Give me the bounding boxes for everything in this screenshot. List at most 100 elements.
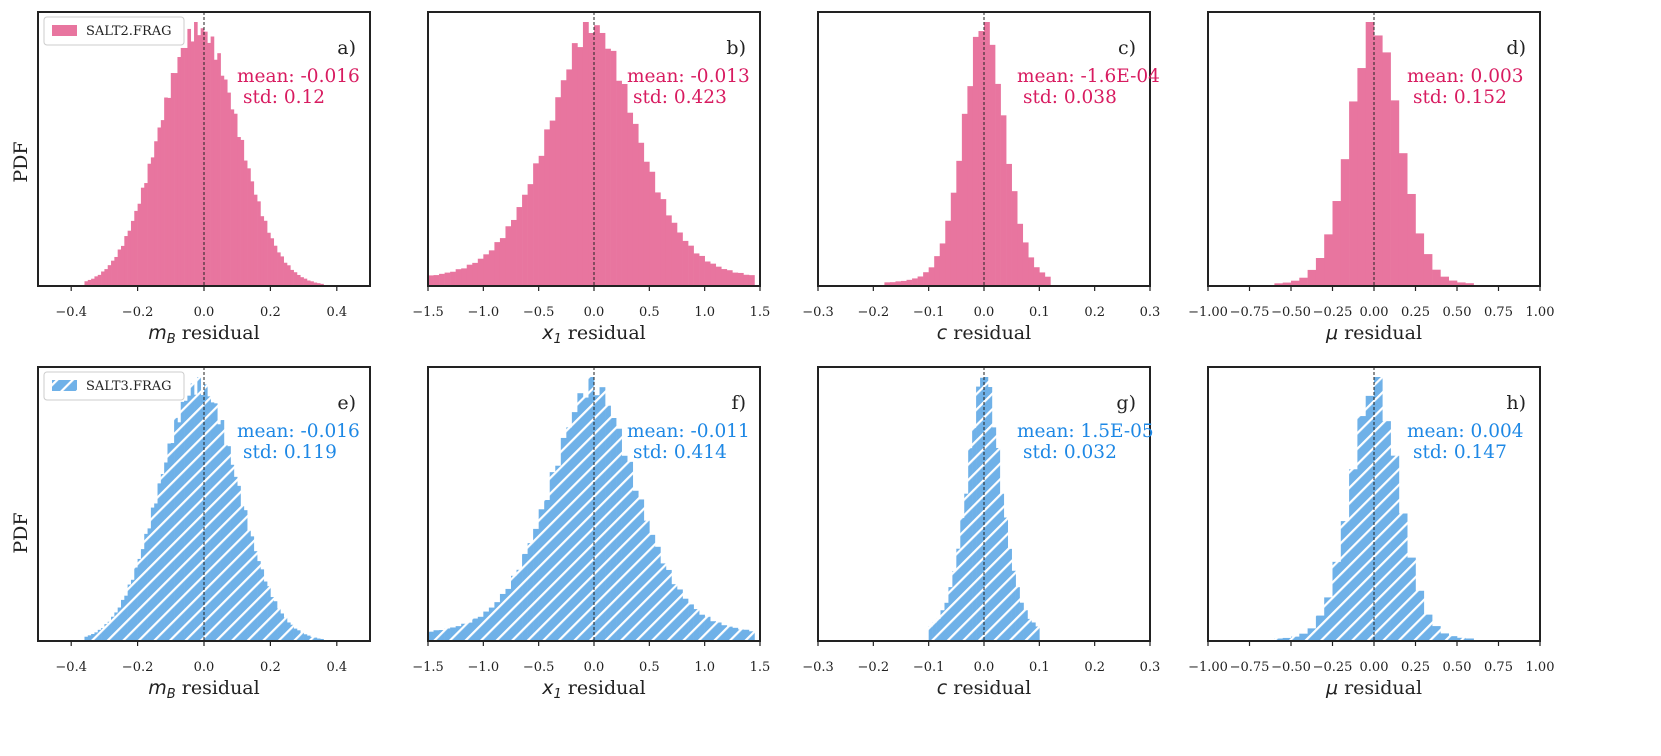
x-axis-text: residual (1338, 322, 1422, 344)
histogram-bar (296, 630, 301, 641)
histogram-bar (187, 28, 192, 286)
histogram-bar (544, 499, 551, 641)
x-tick-label: 0.75 (1484, 660, 1513, 675)
histogram-bar (1407, 557, 1416, 641)
histogram-bar (267, 586, 271, 641)
histogram-bar (627, 112, 634, 287)
x-tick-label: −0.3 (802, 660, 834, 675)
x-tick-label: 0.50 (1443, 305, 1472, 320)
histogram-bar (1349, 101, 1358, 286)
histogram-bar (130, 220, 135, 286)
histogram-bar (207, 396, 211, 641)
mean-annotation: mean: -0.013 (627, 66, 750, 87)
histogram-bar (972, 36, 979, 286)
histogram-bar (450, 627, 456, 641)
x-axis-label: x1 residual (541, 322, 646, 347)
histogram-bar (1039, 272, 1046, 286)
histogram-bar (217, 53, 221, 286)
panel-label: d) (1506, 37, 1526, 59)
panel-c: −0.3 −0.2 −0.1 0.0 0.1 0.2 0.3 c residual c) mean… (802, 11, 1160, 344)
x-tick-label: 0.1 (1029, 305, 1050, 320)
x-tick-label: 0.0 (974, 305, 995, 320)
x-tick-label: −0.2 (122, 305, 154, 320)
panel-h: −1.00 −0.75 −0.50 −0.25 0.00 0.25 0.50 0.75 1.00… (1188, 366, 1554, 699)
histogram-bar (488, 250, 495, 286)
histogram-bar (293, 272, 298, 286)
histogram-bar (660, 563, 667, 641)
std-annotation: std: 0.152 (1413, 87, 1507, 108)
x-axis-text: residual (562, 322, 646, 344)
histogram-bar (207, 42, 211, 286)
x-tick-label: −0.1 (913, 660, 945, 675)
histogram-bar (127, 584, 132, 641)
x-tick-label: 0.0 (584, 660, 605, 675)
histogram-bar (204, 384, 208, 641)
histogram-bar (616, 80, 622, 286)
histogram-bar (160, 474, 165, 641)
x-tick-label: −0.3 (802, 305, 834, 320)
x-axis-label: x1 residual (541, 677, 646, 702)
x-tick-label: 1.0 (694, 305, 715, 320)
x-tick-label: −0.75 (1230, 660, 1270, 675)
histogram-bar (488, 607, 495, 641)
histogram-bar (140, 187, 145, 286)
histogram-bar (538, 509, 545, 641)
histogram-bar (461, 268, 468, 286)
histogram-bar (300, 632, 304, 641)
histogram-bar (654, 192, 661, 286)
x-tick-label: 1.5 (750, 660, 771, 675)
histogram-bar (147, 528, 152, 641)
histogram-bar (1465, 638, 1474, 641)
histogram-bar (984, 377, 989, 641)
histogram-bar (688, 604, 694, 641)
histogram-bar (210, 36, 215, 287)
histogram-bar (160, 120, 165, 286)
histogram-bar (1015, 587, 1020, 641)
histogram-bar (461, 623, 468, 641)
histogram-bar (1006, 163, 1012, 286)
histogram-bar (97, 274, 102, 286)
histogram-bar (1282, 637, 1292, 641)
histogram-bar (230, 464, 235, 641)
histogram-bar (240, 506, 245, 641)
histogram-bar (277, 608, 281, 641)
histogram-bar (174, 73, 178, 286)
histogram-bar (665, 215, 672, 286)
histogram-bar (972, 427, 977, 641)
legend-swatch (52, 25, 77, 36)
histogram-bar (1035, 626, 1040, 641)
histogram-bar (499, 593, 506, 641)
histogram-bar (257, 561, 261, 641)
histogram-bar (150, 157, 155, 286)
mean-annotation: mean: -0.016 (237, 66, 360, 87)
x-axis-subscript: 1 (553, 687, 561, 702)
histogram-bar (97, 629, 102, 641)
histogram-bar (200, 28, 205, 287)
histogram-bar (671, 222, 678, 286)
histogram-bar (693, 609, 700, 641)
histogram-bar (967, 86, 974, 286)
histogram-bar (677, 232, 683, 286)
std-annotation: std: 0.12 (243, 87, 325, 108)
x-tick-label: −0.75 (1230, 305, 1270, 320)
histogram-bar (270, 238, 275, 286)
histogram-bar (737, 272, 744, 286)
histogram-bar (287, 265, 291, 286)
x-tick-label: −0.2 (858, 305, 890, 320)
histogram-bar (127, 230, 132, 286)
histogram-bar (1374, 35, 1383, 287)
histogram-bar (293, 628, 298, 641)
histogram-bar (737, 629, 744, 641)
histogram-bar (533, 163, 539, 286)
histogram-bar (1349, 469, 1358, 641)
histogram-bar (230, 109, 235, 286)
histogram-bar (111, 616, 115, 641)
histogram-bar (204, 31, 208, 286)
histogram-bar (594, 395, 600, 641)
histogram-bar (223, 79, 228, 286)
histogram-bar (114, 612, 118, 641)
histogram-bar (726, 270, 733, 286)
histogram-bar (190, 41, 195, 287)
histogram-bar (187, 395, 192, 641)
x-tick-label: 0.0 (974, 660, 995, 675)
